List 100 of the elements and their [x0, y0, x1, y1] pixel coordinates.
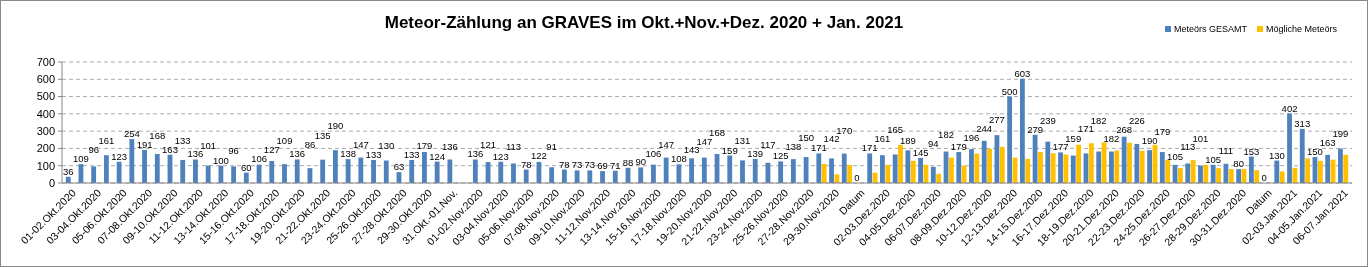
data-label: 122: [531, 149, 547, 161]
data-label: 603: [1014, 67, 1031, 79]
data-label: 130: [1268, 149, 1285, 161]
bar: [910, 160, 916, 183]
data-label: 94: [928, 137, 939, 149]
bar: [969, 149, 974, 183]
data-label: 109: [276, 135, 293, 147]
data-label: 191: [136, 138, 153, 150]
bar: [1165, 160, 1171, 183]
bar: [1109, 151, 1114, 183]
bar: [1203, 164, 1209, 183]
data-label: 189: [899, 135, 916, 147]
data-label: 402: [1281, 102, 1298, 114]
bar: [320, 159, 326, 183]
bar: [1177, 168, 1183, 183]
y-tick-label: 600: [36, 73, 55, 86]
bar: [1063, 154, 1069, 183]
bar: [847, 164, 853, 183]
bar: [778, 161, 784, 183]
bar: [821, 163, 827, 183]
bar: [880, 155, 885, 183]
bar: [829, 158, 834, 183]
bar: [1299, 128, 1305, 183]
bar: [790, 159, 796, 183]
bar: [294, 159, 300, 183]
bar: [472, 159, 478, 183]
bar: [1121, 136, 1127, 183]
data-label: 199: [1332, 127, 1349, 139]
data-label: 135: [314, 129, 331, 141]
data-label: 121: [480, 139, 496, 151]
data-label: 0: [854, 172, 860, 183]
bar: [1139, 150, 1145, 183]
data-label: 105: [1205, 153, 1222, 165]
data-label: 279: [1027, 123, 1044, 135]
bar: [1088, 143, 1094, 183]
data-label: 171: [861, 142, 878, 154]
data-label: 139: [747, 147, 764, 159]
data-label: 177: [1052, 141, 1069, 153]
data-label: 254: [123, 128, 140, 140]
data-label: 133: [403, 149, 420, 161]
data-label: 109: [73, 153, 89, 165]
bar: [867, 153, 873, 183]
data-label: 136: [289, 148, 306, 160]
bar: [689, 158, 695, 183]
data-label: 196: [963, 132, 980, 144]
data-label: 143: [683, 144, 700, 156]
data-label: 108: [670, 153, 687, 165]
data-label: 124: [429, 150, 446, 162]
bar: [193, 159, 198, 183]
data-label: 133: [365, 149, 382, 161]
bar: [740, 160, 745, 183]
data-label: 113: [1180, 141, 1196, 153]
data-label: 101: [200, 139, 217, 151]
data-label: 268: [1116, 123, 1133, 135]
bar: [752, 158, 758, 183]
data-label: 106: [645, 147, 662, 159]
bar: [1216, 168, 1221, 183]
data-label: 123: [492, 150, 509, 162]
data-label: 150: [798, 132, 815, 144]
y-tick-label: 0: [48, 176, 55, 189]
bar: [600, 171, 605, 183]
data-label: 147: [696, 135, 713, 147]
bar: [651, 164, 656, 183]
data-label: 138: [785, 141, 802, 153]
bar: [905, 150, 911, 183]
bar: [1185, 163, 1191, 183]
legend-label: Meteörs GESAMT: [1174, 24, 1248, 35]
bar: [1338, 148, 1343, 183]
bar: [612, 170, 618, 183]
data-label: 138: [340, 148, 357, 160]
bar: [1134, 143, 1140, 183]
bar: [701, 157, 707, 183]
bar: [981, 140, 987, 183]
data-label: 171: [1078, 123, 1094, 135]
data-label: 161: [874, 133, 891, 145]
data-label: 96: [88, 144, 99, 156]
bar: [1274, 160, 1280, 183]
bar: [383, 160, 389, 183]
bar: [918, 157, 923, 183]
data-label: 86: [304, 139, 316, 151]
data-label: 69: [597, 160, 608, 172]
data-label: 239: [1039, 114, 1056, 126]
bar: [358, 157, 364, 183]
bar: [447, 159, 453, 183]
bar: [1343, 154, 1349, 183]
chart-title: Meteor-Zählung an GRAVES im Okt.+Nov.+Dez. 2020 + Jan. 2021: [384, 13, 904, 32]
bar: [574, 170, 580, 183]
data-label: 147: [352, 138, 369, 150]
bar: [1198, 165, 1203, 183]
data-label: 159: [1065, 132, 1082, 144]
data-label: 190: [1141, 135, 1158, 147]
data-label: 131: [734, 135, 751, 147]
data-label: 123: [111, 150, 128, 162]
data-label: 63: [393, 161, 405, 173]
bar: [205, 165, 211, 183]
bar: [561, 169, 567, 183]
bar: [1045, 141, 1051, 183]
bar: [1210, 164, 1216, 183]
bar: [142, 149, 147, 183]
data-label: 153: [1243, 145, 1260, 157]
